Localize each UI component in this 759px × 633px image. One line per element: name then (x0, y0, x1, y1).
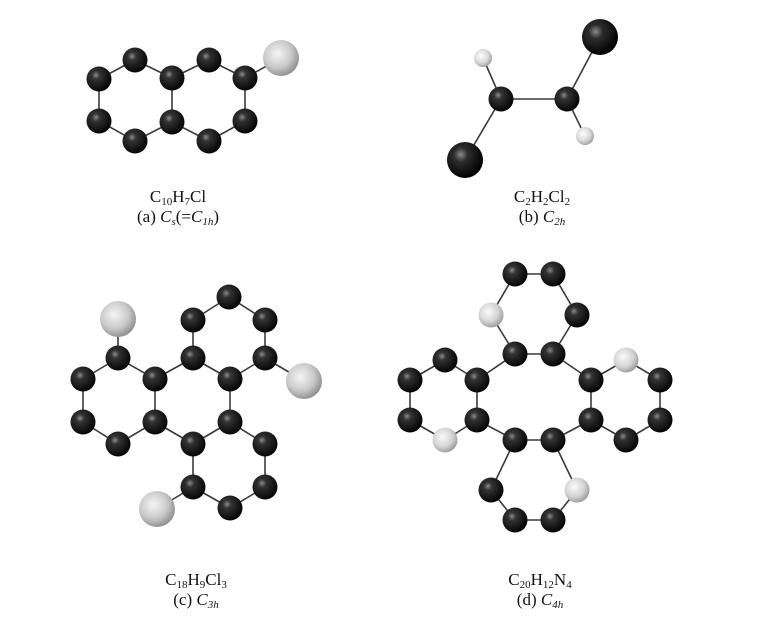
a-carbon-atom-7 (159, 109, 185, 135)
a-carbon-atom-8 (122, 128, 148, 154)
d-carbon-atom-13 (397, 407, 423, 433)
d-carbon-atom-23 (478, 477, 504, 503)
d-carbon-atom-21 (540, 507, 566, 533)
c-carbon-atom-13 (217, 409, 243, 435)
a-carbon-atom-1 (122, 47, 148, 73)
d-carbon-atom-12 (397, 367, 423, 393)
d-nitrogen-atom-22 (564, 477, 590, 503)
b-hydrogen-atom-4 (474, 49, 492, 67)
c-carbon-atom-3 (217, 366, 243, 392)
a-carbon-atom-5 (232, 108, 258, 134)
point-group-b: (b) C2h (518, 207, 566, 228)
d-carbon-atom-16 (647, 367, 673, 393)
d-carbon-atom-5 (464, 407, 490, 433)
a-carbon-atom-3 (196, 47, 222, 73)
caption-a: C10H7Cl (a) Cs(=C1h) (136, 187, 220, 228)
d-nitrogen-atom-14 (432, 427, 458, 453)
d-carbon-atom-0 (502, 341, 528, 367)
d-carbon-atom-20 (502, 507, 528, 533)
a-chlorine-atom-10 (263, 40, 299, 76)
b-carbon-atom-0 (488, 86, 514, 112)
caption-c: C18H9Cl3 (c) C3h (165, 570, 227, 611)
formula-b: C2H2Cl2 (513, 187, 571, 208)
caption-d: C20H12N4 (d) C4h (508, 570, 572, 611)
caption-b: C2H2Cl2 (b) C2h (513, 187, 571, 228)
a-carbon-atom-9 (86, 108, 112, 134)
c-carbon-atom-14 (252, 431, 278, 457)
d-carbon-atom-10 (564, 302, 590, 328)
a-carbon-atom-2 (159, 65, 185, 91)
atoms-layer (70, 19, 673, 533)
c-carbon-atom-11 (105, 345, 131, 371)
c-carbon-atom-17 (180, 474, 206, 500)
c-carbon-atom-9 (70, 409, 96, 435)
d-carbon-atom-15 (432, 347, 458, 373)
c-carbon-atom-7 (142, 409, 168, 435)
c-carbon-atom-10 (70, 366, 96, 392)
b-hydrogen-atom-5 (576, 127, 594, 145)
a-carbon-atom-6 (196, 128, 222, 154)
c-carbon-atom-1 (252, 307, 278, 333)
c-carbon-atom-2 (252, 345, 278, 371)
d-carbon-atom-1 (540, 341, 566, 367)
c-carbon-atom-0 (216, 284, 242, 310)
d-carbon-atom-3 (540, 427, 566, 453)
d-carbon-atom-7 (578, 407, 604, 433)
formula-d: C20H12N4 (508, 570, 572, 591)
d-carbon-atom-18 (613, 427, 639, 453)
c-carbon-atom-4 (180, 345, 206, 371)
d-carbon-atom-8 (502, 261, 528, 287)
c-carbon-atom-16 (217, 495, 243, 521)
b-carbon-atom-1 (554, 86, 580, 112)
d-carbon-atom-9 (540, 261, 566, 287)
d-carbon-atom-6 (578, 367, 604, 393)
c-carbon-atom-8 (105, 431, 131, 457)
c-chlorine-atom-20 (139, 491, 175, 527)
c-chlorine-atom-18 (100, 301, 136, 337)
d-carbon-atom-17 (647, 407, 673, 433)
c-carbon-atom-6 (142, 366, 168, 392)
d-carbon-atom-2 (502, 427, 528, 453)
d-nitrogen-atom-11 (478, 302, 504, 328)
c-carbon-atom-15 (252, 474, 278, 500)
b-chlorine-atom-3 (447, 142, 483, 178)
a-carbon-atom-4 (232, 65, 258, 91)
point-group-a: (a) Cs(=C1h) (136, 207, 220, 228)
d-nitrogen-atom-19 (613, 347, 639, 373)
formula-a: C10H7Cl (149, 187, 207, 208)
point-group-d: (d) C4h (516, 590, 564, 611)
d-carbon-atom-4 (464, 367, 490, 393)
point-group-c: (c) C3h (173, 590, 219, 611)
c-carbon-atom-12 (180, 431, 206, 457)
c-carbon-atom-5 (180, 307, 206, 333)
a-carbon-atom-0 (86, 66, 112, 92)
c-chlorine-atom-19 (286, 363, 322, 399)
formula-c: C18H9Cl3 (165, 570, 227, 591)
b-chlorine-atom-2 (582, 19, 618, 55)
